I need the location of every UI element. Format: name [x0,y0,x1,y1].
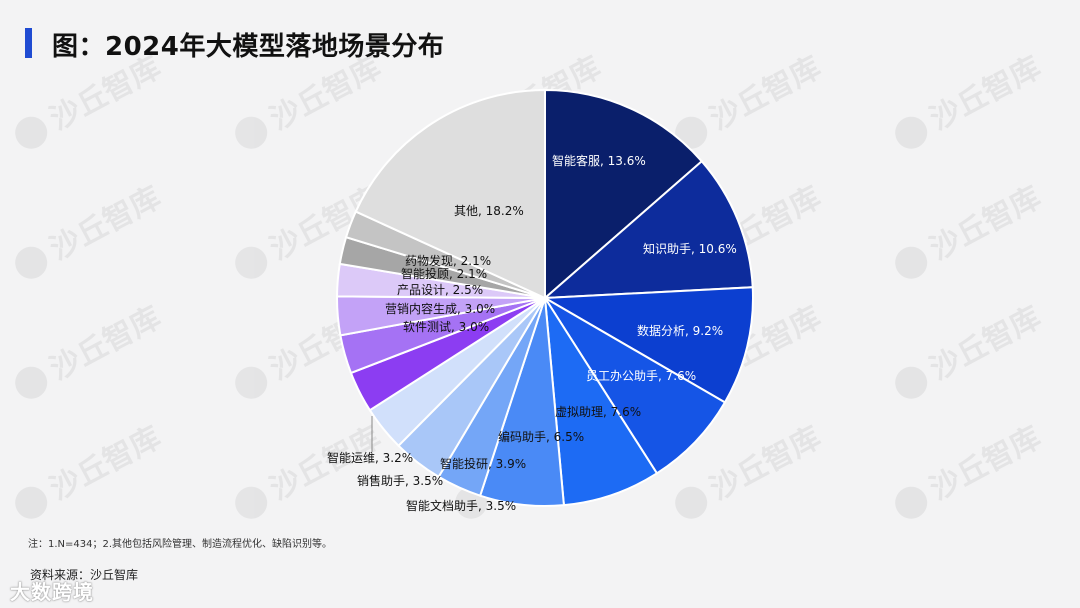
watermark: 沙丘智库 [895,420,1047,519]
slice-label: 软件测试, 3.0% [403,319,489,334]
watermark: 沙丘智库 [15,180,167,279]
slice-labels: 智能客服, 13.6% 知识助手, 10.6% 数据分析, 9.2% 员工办公助手, … [327,153,737,513]
slice-label: 药物发现, 2.1% [405,253,491,268]
watermark-tag: 大数跨境 [10,580,94,604]
watermark: 沙丘智库 [15,50,167,149]
pie-slice [544,297,659,507]
pie-slice [542,159,754,300]
pie-slice [544,88,704,301]
svg-text:沙丘智库: 沙丘智库 [44,180,166,267]
pie-slice [354,88,546,300]
slice-label: 虚拟助理, 7.6% [555,405,641,419]
slice-label: 知识助手, 10.6% [643,242,737,256]
svg-text:沙丘智库: 沙丘智库 [704,420,826,507]
watermark: 沙丘智库 [675,50,827,149]
watermark: 沙丘智库 [895,50,1047,149]
svg-text:沙丘智库: 沙丘智库 [924,300,1046,387]
slice-label: 销售助手, 3.5% [357,473,443,488]
source-note: 资料来源：沙丘智库 [30,568,139,582]
pie-slice [541,286,754,404]
watermark: 沙丘智库 [895,300,1047,399]
svg-text:沙丘智库: 沙丘智库 [264,50,386,137]
pie-slice [544,297,727,475]
page-title: 图：2024年大模型落地场景分布 [52,32,445,62]
svg-text:沙丘智库: 沙丘智库 [44,50,166,137]
slice-label: 其他, 18.2% [454,204,524,218]
slice-label: 营销内容生成, 3.0% [385,301,495,316]
slice-label: 数据分析, 9.2% [637,323,723,338]
watermark: 沙丘智库 [235,50,387,149]
svg-text:沙丘智库: 沙丘智库 [704,50,826,137]
slice-label: 智能客服, 13.6% [552,153,646,168]
slice-label: 编码助手, 6.5% [498,429,584,444]
slice-label: 智能文档助手, 3.5% [406,498,516,513]
watermark: 沙丘智库 [895,180,1047,279]
slice-label: 智能运维, 3.2% [327,450,413,465]
slice-label: 智能投顾, 2.1% [401,266,487,281]
svg-text:沙丘智库: 沙丘智库 [924,50,1046,137]
svg-text:沙丘智库: 沙丘智库 [44,300,166,387]
footnote: 注：1.N=434；2.其他包括风险管理、制造流程优化、缺陷识别等。 [28,539,333,550]
svg-text:沙丘智库: 沙丘智库 [44,420,166,507]
svg-text:沙丘智库: 沙丘智库 [924,180,1046,267]
svg-text:沙丘智库: 沙丘智库 [924,420,1046,507]
watermark: 沙丘智库 [15,420,167,519]
title-accent-bar [25,28,32,58]
pie-slices [336,88,754,507]
slice-label: 员工办公助手, 7.6% [586,368,696,383]
watermark: 沙丘智库 [15,300,167,399]
slice-label: 智能投研, 3.9% [440,456,526,471]
slice-label: 产品设计, 2.5% [397,283,483,297]
